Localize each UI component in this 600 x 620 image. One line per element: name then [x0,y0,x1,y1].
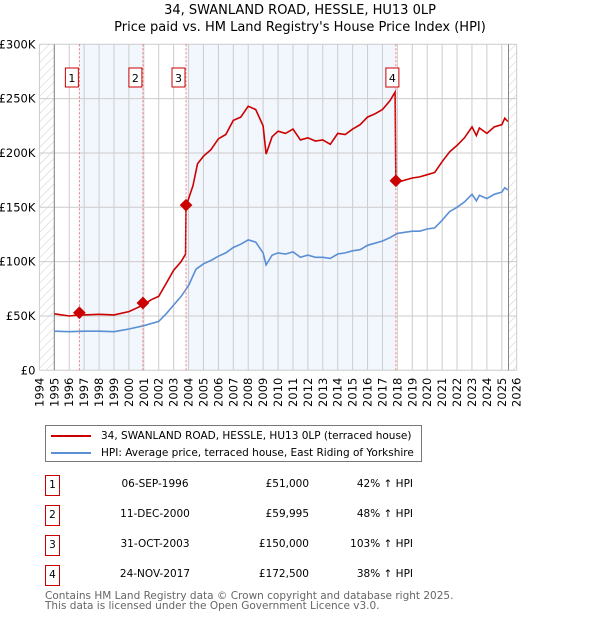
sale-row: 1 06-SEP-1996 £51,000 42% ↑ HPI [45,475,413,496]
y-tick-label: £100K [0,255,36,269]
legend-label: HPI: Average price, terraced house, East… [101,447,414,459]
sale-number: 1 [45,475,60,496]
sale-date: 11-DEC-2000 [120,508,190,520]
chart-title: 34, SWANLAND ROAD, HESSLE, HU13 0LP [164,3,436,18]
sale-label: 3 [175,72,182,85]
price-chart: 1 2 3 4 1994 1995 1996 1997 1998 1999 2000 2001 2002… [0,37,524,407]
legend-swatch [51,452,91,454]
x-tick-label: 1994 [32,378,46,407]
sale-hpi: 42% ↑ HPI [356,478,413,490]
x-tick-label: 2022 [450,378,464,407]
sale-hpi: 38% ↑ HPI [356,568,413,580]
sale-point [136,296,150,310]
x-tick-label: 2013 [316,378,330,407]
x-tick-label: 2011 [286,378,300,407]
legend-label: 34, SWANLAND ROAD, HESSLE, HU13 0LP (ter… [101,430,412,442]
sale-date: 06-SEP-1996 [121,478,189,490]
x-tick-label: 2016 [361,378,375,407]
x-tick-label: 2009 [256,378,270,407]
x-tick-label: 1998 [92,378,106,407]
x-tick-label: 2008 [241,378,255,407]
hpi-line [54,186,509,333]
sale-number: 3 [45,535,60,556]
x-tick-label: 2002 [152,378,166,407]
sale-number: 4 [45,565,60,586]
chart-legend: 34, SWANLAND ROAD, HESSLE, HU13 0LP (ter… [45,425,422,462]
sale-price: £150,000 [258,538,309,550]
x-tick-label: 2010 [271,378,285,407]
x-tick-label: 2007 [226,378,240,407]
x-tick-label: 2003 [167,378,181,407]
x-tick-label: 2004 [182,378,196,407]
sale-row: 3 31-OCT-2003 £150,000 103% ↑ HPI [45,535,413,556]
x-tick-label: 1996 [62,378,76,407]
sale-row: 2 11-DEC-2000 £59,995 48% ↑ HPI [45,505,413,526]
x-tick-label: 2025 [495,378,509,407]
sale-row: 4 24-NOV-2017 £172,500 38% ↑ HPI [45,565,413,586]
x-tick-label: 2006 [211,378,225,407]
y-tick-label: £50K [6,309,36,323]
legend-item-hpi: HPI: Average price, terraced house, East… [51,445,414,461]
legend-item-property: 34, SWANLAND ROAD, HESSLE, HU13 0LP (ter… [51,428,411,444]
x-tick-label: 2000 [122,378,136,407]
sale-price: £59,995 [265,508,309,520]
sale-hpi: 103% ↑ HPI [350,538,413,550]
x-tick-label: 2021 [435,378,449,407]
x-tick-label: 2001 [137,378,151,407]
x-tick-label: 1999 [107,378,121,407]
x-tick-label: 2018 [390,378,404,407]
x-tick-label: 2020 [420,378,434,407]
sale-label: 2 [132,72,139,85]
x-tick-label: 2015 [346,378,360,407]
sale-number: 2 [45,505,60,526]
y-tick-label: £150K [0,200,36,214]
chart-subtitle: Price paid vs. HM Land Registry's House … [114,20,486,35]
x-tick-label: 2024 [480,378,494,407]
sale-price: £172,500 [258,568,309,580]
x-tick-label: 2017 [375,378,389,407]
x-tick-label: 2012 [301,378,315,407]
x-tick-label: 2014 [331,378,345,407]
x-tick-label: 2019 [405,378,419,407]
footer-copyright: Contains HM Land Registry data © Crown c… [45,590,454,602]
sale-label: 4 [389,72,396,85]
x-tick-label: 2005 [196,378,210,407]
price-paid-line [54,89,509,317]
legend-swatch [51,435,91,437]
sale-label-box [64,67,79,88]
y-tick-label: £300K [0,37,36,51]
y-tick-label: £200K [0,146,36,160]
y-tick-label: £0 [21,363,36,377]
sale-point [389,174,403,188]
sale-point [179,198,193,212]
sale-date: 31-OCT-2003 [120,538,190,550]
footer-licence: This data is licensed under the Open Gov… [45,600,380,612]
sale-label-box [171,67,186,88]
sale-date: 24-NOV-2017 [119,568,191,580]
sale-price: £51,000 [265,478,309,490]
sale-label: 1 [68,72,75,85]
x-tick-label: 1997 [77,378,91,407]
x-tick-label: 2026 [510,378,524,407]
x-tick-label: 2023 [465,378,479,407]
sale-label-box [128,67,143,88]
x-tick-label: 1995 [47,378,61,407]
sale-hpi: 48% ↑ HPI [356,508,413,520]
y-tick-label: £250K [0,92,36,106]
sale-label-box [385,67,400,88]
